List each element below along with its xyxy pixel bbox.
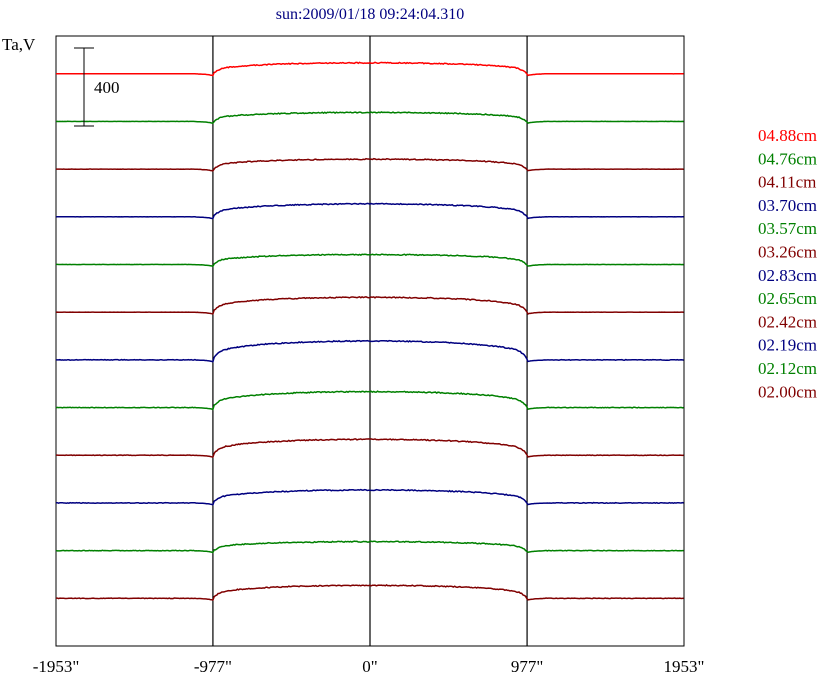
legend-item-02-00cm: 02.00cm bbox=[758, 382, 817, 401]
y-axis-label: Ta,V bbox=[2, 35, 36, 54]
scale-bar: 400 bbox=[74, 47, 120, 127]
series-lines bbox=[55, 61, 684, 602]
legend-item-04-88cm: 04.88cm bbox=[758, 126, 817, 145]
scale-bar-label: 400 bbox=[94, 78, 120, 97]
x-tick-label-2: 0" bbox=[362, 657, 377, 676]
series-line-04-88cm bbox=[56, 61, 684, 77]
legend-item-02-42cm: 02.42cm bbox=[758, 312, 817, 331]
legend: 04.88cm 04.76cm 04.11cm 03.70cm 03.57cm 03.26… bbox=[758, 126, 817, 401]
legend-item-02-12cm: 02.12cm bbox=[758, 359, 817, 378]
series-line-03-70cm bbox=[55, 202, 684, 220]
chart-title: sun:2009/01/18 09:24:04.310 bbox=[276, 6, 464, 23]
series-line-02-12cm bbox=[55, 540, 684, 554]
series-line-03-57cm bbox=[56, 253, 684, 268]
series-line-02-42cm bbox=[56, 438, 684, 458]
legend-item-02-83cm: 02.83cm bbox=[758, 266, 817, 285]
series-line-04-76cm bbox=[55, 111, 684, 125]
series-line-02-19cm bbox=[56, 488, 684, 506]
series-line-02-65cm bbox=[55, 390, 684, 411]
x-tick-label-1: -977" bbox=[194, 657, 232, 676]
series-line-03-26cm bbox=[55, 295, 684, 315]
legend-item-03-70cm: 03.70cm bbox=[758, 196, 817, 215]
series-line-02-00cm bbox=[56, 583, 684, 602]
legend-item-04-11cm: 04.11cm bbox=[758, 173, 816, 192]
legend-item-02-19cm: 02.19cm bbox=[758, 336, 817, 355]
legend-item-02-65cm: 02.65cm bbox=[758, 289, 817, 308]
series-line-04-11cm bbox=[56, 157, 684, 172]
series-line-02-83cm bbox=[56, 339, 684, 363]
legend-item-03-26cm: 03.26cm bbox=[758, 243, 817, 262]
x-tick-label-3: 977" bbox=[511, 657, 543, 676]
x-tick-labels: -1953" -977" 0" 977" 1953" bbox=[33, 657, 705, 676]
legend-item-04-76cm: 04.76cm bbox=[758, 149, 817, 168]
x-tick-label-0: -1953" bbox=[33, 657, 80, 676]
x-tick-label-4: 1953" bbox=[664, 657, 705, 676]
legend-item-03-57cm: 03.57cm bbox=[758, 219, 817, 238]
